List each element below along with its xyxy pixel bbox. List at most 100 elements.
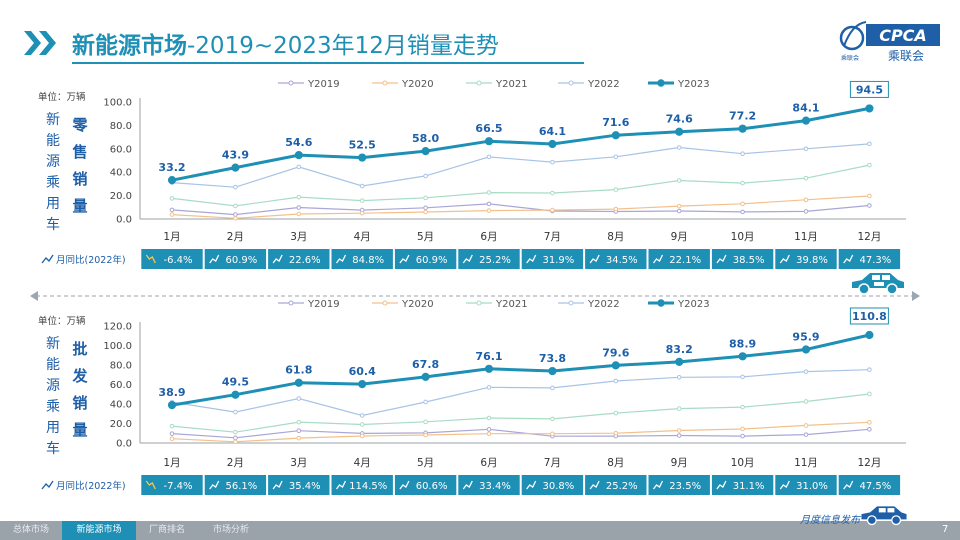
data-point	[169, 431, 175, 436]
data-point	[865, 104, 874, 113]
trend-up-icon	[716, 480, 727, 490]
legend-label: Y2019	[307, 79, 340, 90]
data-point	[421, 147, 430, 156]
x-tick-label: 9月	[671, 457, 688, 469]
data-point	[233, 215, 238, 221]
x-tick-label: 3月	[290, 231, 307, 243]
yoy-value: 39.8%	[796, 255, 828, 266]
data-point	[423, 173, 428, 179]
data-point	[676, 145, 682, 150]
data-point	[233, 203, 238, 209]
trend-up-icon	[779, 254, 790, 264]
y-tick-label: 80.0	[110, 361, 132, 372]
data-point	[421, 372, 430, 381]
yoy-value: 38.5%	[733, 255, 765, 266]
data-label: 84.1	[792, 102, 819, 115]
x-tick-label: 6月	[480, 457, 497, 469]
data-point	[486, 208, 492, 213]
side-label-bold-char: 售	[72, 143, 87, 161]
data-label: 61.8	[285, 364, 312, 377]
data-point	[359, 422, 365, 427]
data-point	[740, 433, 745, 439]
yoy-value: 60.9%	[226, 255, 258, 266]
data-point	[611, 361, 620, 370]
data-point	[359, 433, 365, 439]
data-label: 83.2	[666, 343, 693, 356]
legend-label: Y2020	[401, 79, 434, 90]
data-point	[550, 385, 555, 391]
yoy-value: 60.6%	[416, 481, 448, 492]
data-point	[358, 380, 367, 389]
y-tick-label: 60.0	[110, 380, 132, 391]
side-label-bold-char: 销	[72, 170, 87, 188]
data-point	[296, 194, 302, 200]
data-point	[867, 367, 872, 372]
data-point	[611, 131, 620, 140]
series-line-Y2022	[171, 369, 870, 417]
data-point	[484, 364, 494, 373]
x-tick-label: 9月	[671, 231, 688, 243]
x-tick-label: 4月	[354, 457, 371, 469]
data-point	[423, 195, 428, 201]
car-icon	[852, 273, 904, 295]
data-point	[167, 176, 177, 185]
data-point	[613, 378, 619, 384]
data-point	[803, 197, 809, 203]
data-point	[231, 163, 240, 172]
yoy-value: -6.4%	[163, 255, 192, 266]
tab-nev-market[interactable]: 新能源市场	[62, 521, 136, 540]
data-label: 60.4	[349, 365, 376, 378]
trend-up-icon	[526, 480, 537, 490]
data-point	[423, 432, 428, 438]
yoy-value: 114.5%	[349, 481, 387, 492]
x-tick-label: 2月	[227, 457, 244, 469]
legend-marker	[568, 80, 574, 86]
data-point	[296, 428, 302, 434]
section-divider	[30, 291, 920, 301]
series-line-Y2021	[171, 164, 870, 207]
data-point	[486, 415, 492, 421]
tab-maker-ranking[interactable]: 厂商排名	[148, 525, 185, 535]
tab-overall-market[interactable]: 总体市场	[12, 525, 49, 535]
data-point	[740, 404, 745, 410]
y-tick-label: 100.0	[103, 341, 132, 352]
trend-up-icon	[399, 480, 410, 490]
legend-marker	[476, 80, 482, 86]
tab-market-analysis[interactable]: 市场分析	[212, 525, 249, 535]
unit-label: 单位：万辆	[38, 315, 86, 327]
data-point	[676, 208, 682, 214]
data-point	[740, 151, 745, 157]
data-point	[738, 124, 747, 133]
data-point	[486, 154, 492, 160]
side-label-char: 能	[46, 357, 60, 373]
trend-up-icon	[462, 254, 473, 264]
yoy-value: 60.9%	[416, 255, 448, 266]
data-label: 94.5	[856, 83, 883, 96]
data-point	[169, 436, 175, 442]
yoy-label: 月同比(2022年)	[56, 480, 126, 492]
trend-up-icon	[589, 254, 600, 264]
yoy-cell	[585, 475, 647, 495]
legend-label: Y2021	[495, 79, 528, 90]
legend-marker	[657, 79, 665, 87]
data-point	[484, 137, 494, 146]
legend-label: Y2023	[677, 79, 710, 90]
svg-text:CPCA: CPCA	[879, 26, 927, 45]
data-point	[423, 399, 428, 405]
data-point	[801, 116, 811, 125]
yoy-value: -7.4%	[163, 481, 192, 492]
trend-up-icon	[589, 480, 600, 490]
data-point	[296, 211, 302, 217]
data-point	[233, 409, 238, 415]
yoy-value: 25.2%	[479, 255, 511, 266]
yoy-value: 31.1%	[733, 481, 765, 492]
side-label-bold-char: 量	[72, 197, 87, 215]
trend-up-icon	[335, 480, 347, 490]
data-point	[867, 162, 872, 168]
wholesale-sales-chart: 单位：万辆新能源乘用车批发销量0.020.040.060.080.0100.01…	[38, 299, 906, 495]
series-line-Y2020	[171, 421, 870, 443]
data-point	[676, 406, 682, 411]
data-point	[359, 210, 365, 216]
